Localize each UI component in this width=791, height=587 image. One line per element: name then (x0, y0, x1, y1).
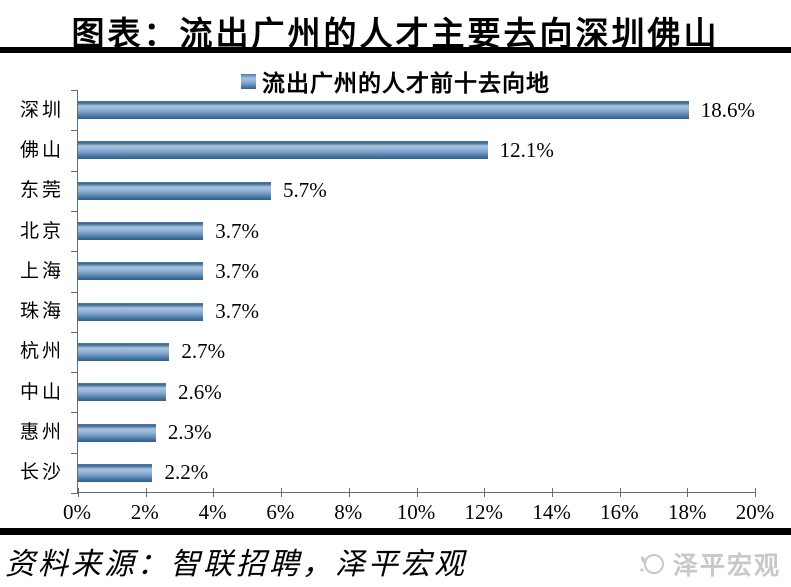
title-divider (0, 47, 791, 53)
bar (78, 141, 488, 160)
value-label: 2.3% (167, 420, 212, 445)
category-label: 珠海 (19, 301, 64, 323)
x-axis-tick-label: 2% (130, 500, 159, 524)
bar (78, 262, 204, 281)
category-label: 上海 (19, 260, 64, 282)
y-axis-tick (71, 291, 78, 293)
value-label: 2.6% (178, 379, 222, 404)
brand-name: 泽平宏观 (672, 553, 781, 580)
x-axis-tick-labels: 0% 2% 4% 6% 8% 10% 12% 14% 16% 18% 20% (63, 500, 774, 526)
zeping-logo-icon (640, 554, 664, 574)
y-axis-tick (71, 170, 78, 172)
x-axis-tick-label: 20% (735, 500, 775, 524)
legend-swatch-icon (241, 73, 256, 89)
category-label: 惠州 (19, 422, 64, 444)
bar (78, 383, 166, 402)
bar-row: 杭州 2.7% (20, 332, 755, 372)
y-axis-tick (71, 251, 78, 253)
value-label: 2.2% (164, 460, 209, 485)
bar-chart-plot-area: 深圳 18.6% 佛山 12.1% 东莞 5.7% 北京 3.7% 上海 3.7% 珠海 3.7% 杭州… (20, 90, 756, 497)
x-axis-tick-label: 0% (63, 500, 91, 524)
source-note: 资料来源：智联招聘，泽平宏观 (5, 548, 467, 581)
legend-label: 流出广州的人才前十去向地 (262, 71, 550, 96)
x-axis-tick-label: 14% (532, 500, 571, 524)
x-axis-tick-label: 16% (600, 500, 639, 524)
bar-row: 深圳 18.6% (20, 90, 755, 130)
category-label: 深圳 (19, 99, 64, 121)
bar (78, 302, 204, 321)
category-label: 东莞 (19, 180, 64, 202)
x-axis-tick (78, 488, 79, 497)
y-axis-tick (71, 412, 78, 414)
value-label: 18.6% (700, 97, 755, 122)
y-axis-tick (71, 210, 78, 212)
x-axis-tick-label: 10% (396, 500, 436, 524)
bar-row: 上海 3.7% (20, 251, 755, 291)
x-axis-tick (619, 488, 621, 497)
footer-divider (0, 528, 791, 535)
x-axis-tick (416, 488, 418, 497)
category-label: 长沙 (19, 462, 64, 484)
x-axis-tick (755, 488, 756, 497)
bar-row: 东莞 5.7% (20, 171, 755, 211)
value-label: 12.1% (499, 137, 554, 162)
value-label: 3.7% (215, 299, 259, 324)
bar-row: 长沙 2.2% (20, 453, 755, 493)
y-axis-tick (71, 452, 78, 454)
x-axis-tick-label: 8% (334, 500, 363, 524)
x-axis-tick (484, 488, 486, 497)
y-axis-tick (71, 372, 78, 374)
brand-watermark: 泽平宏观 (637, 546, 781, 582)
category-label: 北京 (19, 220, 64, 242)
bar (78, 101, 689, 120)
category-label: 杭州 (19, 341, 64, 363)
bar-row: 珠海 3.7% (20, 291, 755, 331)
bar (78, 181, 271, 200)
value-label: 2.7% (181, 339, 226, 364)
x-axis-tick-label: 6% (266, 500, 295, 524)
y-axis-tick (71, 331, 78, 333)
value-label: 3.7% (215, 218, 259, 243)
value-label: 5.7% (282, 178, 327, 203)
bar-row: 惠州 2.3% (20, 412, 755, 452)
x-axis-tick (213, 488, 215, 497)
bar-row: 北京 3.7% (20, 211, 755, 251)
x-axis-tick (281, 488, 283, 497)
y-axis-tick (71, 130, 78, 132)
category-label: 中山 (19, 381, 64, 403)
x-axis-tick-label: 4% (198, 500, 227, 524)
category-label: 佛山 (19, 139, 64, 161)
x-axis-tick (551, 488, 553, 497)
y-axis-tick (71, 90, 78, 91)
x-axis-tick (687, 488, 689, 497)
x-axis-tick (145, 488, 147, 497)
x-axis-tick (348, 488, 350, 497)
bar (78, 463, 153, 482)
chart-legend: 流出广州的人才前十去向地 (0, 64, 791, 98)
x-axis-tick-label: 12% (464, 500, 504, 524)
bar (78, 423, 156, 442)
bar-row: 中山 2.6% (20, 372, 755, 412)
bar (78, 222, 204, 241)
bar (78, 342, 170, 361)
value-label: 3.7% (215, 258, 259, 283)
x-axis-tick-label: 18% (667, 500, 707, 524)
y-axis-tick (71, 493, 78, 494)
bar-row: 佛山 12.1% (20, 130, 755, 170)
